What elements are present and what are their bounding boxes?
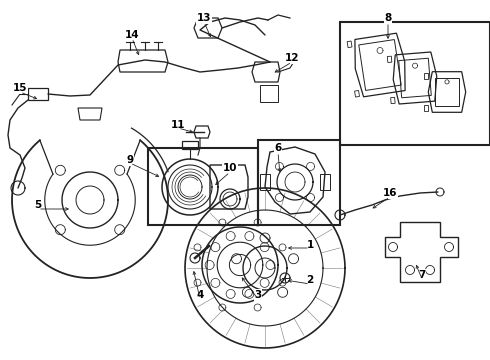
Text: 15: 15 <box>13 83 27 93</box>
Bar <box>340 22 490 145</box>
Bar <box>258 140 340 225</box>
Bar <box>148 148 258 225</box>
Text: 7: 7 <box>418 270 426 280</box>
Text: 11: 11 <box>171 120 185 130</box>
Text: 5: 5 <box>34 200 42 210</box>
Text: 14: 14 <box>124 30 139 40</box>
Text: 4: 4 <box>196 290 204 300</box>
Text: 6: 6 <box>274 143 282 153</box>
Text: 13: 13 <box>197 13 211 23</box>
Text: 2: 2 <box>306 275 314 285</box>
Text: 10: 10 <box>223 163 237 173</box>
Text: 3: 3 <box>254 290 262 300</box>
Text: 12: 12 <box>285 53 299 63</box>
Text: 8: 8 <box>384 13 392 23</box>
Text: 1: 1 <box>306 240 314 250</box>
Text: 9: 9 <box>126 155 134 165</box>
Text: 16: 16 <box>383 188 397 198</box>
